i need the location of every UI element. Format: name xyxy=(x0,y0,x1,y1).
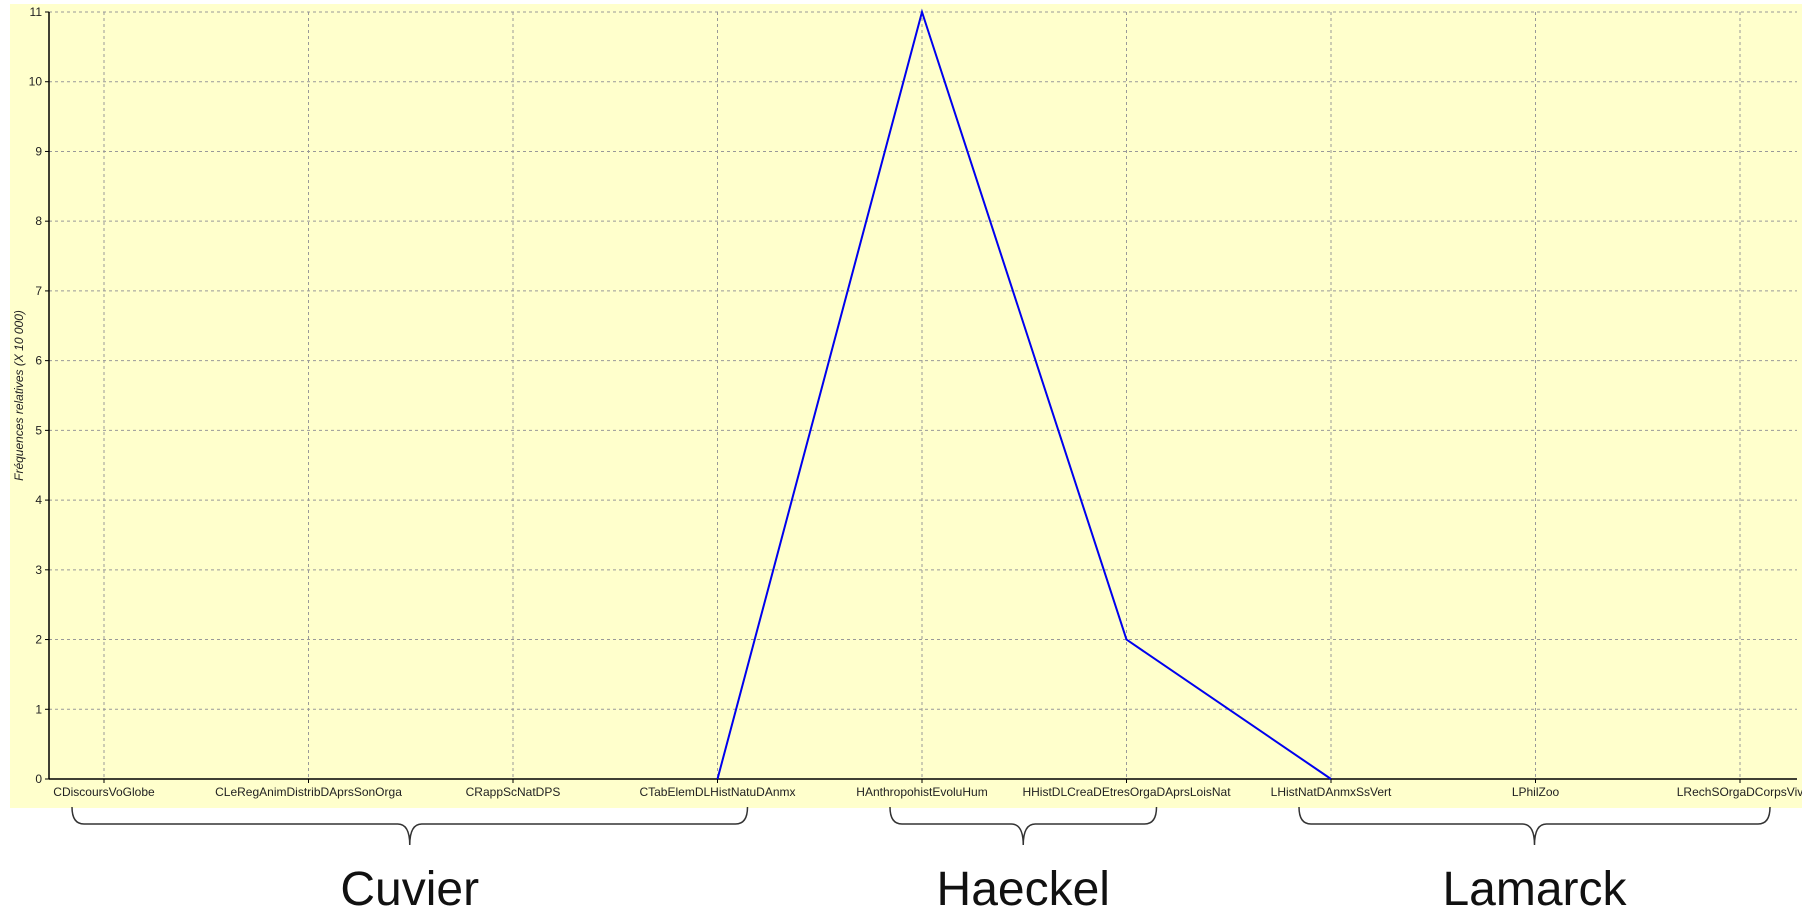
group-label: Cuvier xyxy=(340,863,479,911)
x-tick-label: CRappScNatDPS xyxy=(466,785,561,799)
y-tick-labels: 0 1 2 3 4 5 6 7 8 9 10 11 xyxy=(29,5,49,786)
y-tick-label: 3 xyxy=(35,563,42,577)
x-tick-label: LPhilZoo xyxy=(1512,785,1560,799)
x-tick-label: HAnthropohistEvoluHum xyxy=(856,785,987,799)
series xyxy=(716,8,1332,780)
y-tick-label: 5 xyxy=(35,423,42,437)
group-label: Lamarck xyxy=(1442,863,1627,911)
x-tick-labels: CDiscoursVoGlobe CLeRegAnimDistribDAprsSo… xyxy=(53,779,1802,799)
x-tick-label: CTabElemDLHistNatuDAnmx xyxy=(639,785,795,799)
x-tick-label: CDiscoursVoGlobe xyxy=(53,785,155,799)
y-tick-label: 9 xyxy=(35,144,42,158)
x-tick-label: CLeRegAnimDistribDAprsSonOrga xyxy=(215,785,402,799)
group-bracket xyxy=(889,806,1158,846)
plot-area xyxy=(10,4,1802,808)
x-tick-label: LHistNatDAnmxSsVert xyxy=(1271,785,1392,799)
y-tick-label: 11 xyxy=(30,5,43,19)
grid xyxy=(49,11,1797,780)
y-tick-label: 8 xyxy=(35,214,42,228)
x-tick-label: HHistDLCreaDEtresOrgaDAprsLoisNat xyxy=(1022,785,1231,799)
y-tick-label: 1 xyxy=(35,702,42,716)
group-bracket xyxy=(71,806,749,846)
y-tick-label: 0 xyxy=(35,772,42,786)
axes xyxy=(48,12,1797,780)
y-axis-title: Fréquences relatives (X 10 000) xyxy=(12,310,26,481)
y-tick-label: 10 xyxy=(29,75,43,89)
group-label: Haeckel xyxy=(937,863,1110,911)
x-tick-label: LRechSOrgaDCorpsViv xyxy=(1677,785,1802,799)
y-tick-label: 7 xyxy=(35,284,42,298)
y-tick-label: 6 xyxy=(35,354,42,368)
series-line xyxy=(716,8,1332,780)
y-tick-label: 2 xyxy=(35,633,42,647)
group-brackets: Cuvier Haeckel Lamarck xyxy=(71,806,1771,911)
group-bracket xyxy=(1298,806,1771,846)
y-tick-label: 4 xyxy=(35,493,42,507)
